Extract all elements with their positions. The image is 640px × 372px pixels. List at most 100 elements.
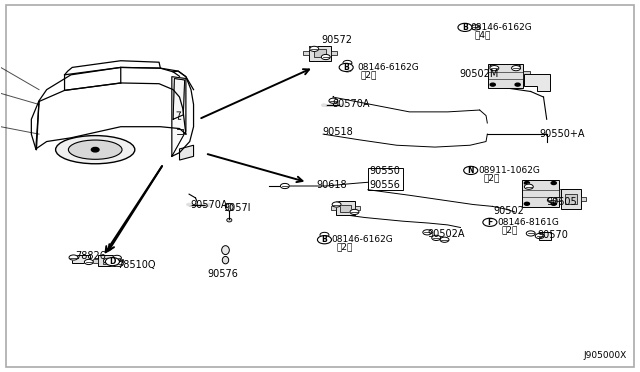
Text: 90550+A: 90550+A xyxy=(539,129,584,139)
Text: 90502A: 90502A xyxy=(428,229,465,239)
Circle shape xyxy=(490,65,495,68)
Text: 90572: 90572 xyxy=(322,35,353,45)
Circle shape xyxy=(515,83,520,86)
Text: 08146-8161G: 08146-8161G xyxy=(497,218,559,227)
Circle shape xyxy=(115,261,124,266)
Bar xyxy=(488,64,523,87)
Text: 78510Q: 78510Q xyxy=(117,260,156,270)
Text: 08911-1062G: 08911-1062G xyxy=(478,166,540,175)
Bar xyxy=(332,51,337,55)
Text: 90570: 90570 xyxy=(537,230,568,240)
Circle shape xyxy=(440,237,449,242)
Text: （2）: （2） xyxy=(483,173,500,182)
Bar xyxy=(368,168,403,190)
Text: J905000X: J905000X xyxy=(583,351,627,360)
Bar xyxy=(561,189,581,209)
Circle shape xyxy=(464,166,477,174)
Circle shape xyxy=(310,46,319,51)
Circle shape xyxy=(350,209,359,215)
Text: B: B xyxy=(462,23,468,32)
Circle shape xyxy=(524,182,529,185)
Text: （2）: （2） xyxy=(360,70,376,79)
Text: N: N xyxy=(467,166,474,175)
Text: （2）: （2） xyxy=(337,243,353,251)
Circle shape xyxy=(321,104,326,107)
Circle shape xyxy=(320,232,329,237)
Circle shape xyxy=(113,255,122,260)
Text: 9057l: 9057l xyxy=(223,203,250,213)
Text: （4）: （4） xyxy=(474,30,491,39)
Circle shape xyxy=(526,231,535,236)
Bar xyxy=(565,194,577,204)
Circle shape xyxy=(205,203,211,206)
Bar xyxy=(331,206,336,210)
Text: 90556: 90556 xyxy=(369,180,400,190)
Text: B: B xyxy=(343,63,349,72)
Circle shape xyxy=(515,65,520,68)
Text: 90502: 90502 xyxy=(493,206,525,216)
Circle shape xyxy=(535,234,544,238)
Bar xyxy=(581,197,586,201)
Text: 78826: 78826 xyxy=(75,251,106,262)
Polygon shape xyxy=(173,78,184,119)
Circle shape xyxy=(332,202,341,207)
Bar xyxy=(72,255,90,263)
Bar xyxy=(118,259,123,263)
Polygon shape xyxy=(172,77,186,156)
Text: 90550: 90550 xyxy=(369,166,400,176)
Bar xyxy=(355,206,360,210)
Text: B: B xyxy=(321,235,327,244)
Circle shape xyxy=(104,258,113,263)
Bar xyxy=(523,71,531,80)
Polygon shape xyxy=(179,145,193,160)
Text: （2）: （2） xyxy=(501,225,518,234)
Ellipse shape xyxy=(56,136,135,164)
Text: 90570A: 90570A xyxy=(190,200,228,210)
Text: 90576: 90576 xyxy=(207,269,238,279)
Text: F: F xyxy=(487,218,493,227)
Text: 08146-6162G: 08146-6162G xyxy=(332,235,393,244)
Text: 90518: 90518 xyxy=(322,127,353,137)
Bar xyxy=(336,201,355,215)
Circle shape xyxy=(485,220,494,225)
Bar xyxy=(308,45,332,61)
Circle shape xyxy=(329,98,338,103)
Bar xyxy=(314,49,326,57)
Circle shape xyxy=(490,65,499,71)
Circle shape xyxy=(339,63,353,71)
Bar xyxy=(539,232,550,240)
Text: 90570A: 90570A xyxy=(333,99,371,109)
Circle shape xyxy=(343,60,352,65)
Circle shape xyxy=(551,202,556,205)
Circle shape xyxy=(458,23,472,32)
Polygon shape xyxy=(524,74,550,90)
Bar xyxy=(556,197,561,201)
Circle shape xyxy=(423,230,432,235)
Circle shape xyxy=(551,182,556,185)
Circle shape xyxy=(69,255,78,260)
Ellipse shape xyxy=(221,246,229,254)
Circle shape xyxy=(432,235,441,240)
Text: 08146-6162G: 08146-6162G xyxy=(357,63,419,72)
Bar xyxy=(102,258,113,264)
Circle shape xyxy=(524,202,529,205)
Circle shape xyxy=(280,183,289,189)
Circle shape xyxy=(547,198,556,203)
Text: D: D xyxy=(109,257,116,266)
Circle shape xyxy=(340,104,346,107)
Ellipse shape xyxy=(68,140,122,159)
Bar xyxy=(559,189,566,198)
Bar xyxy=(93,259,99,263)
Circle shape xyxy=(92,147,99,152)
Circle shape xyxy=(186,203,191,206)
Circle shape xyxy=(343,67,352,72)
Text: 90618: 90618 xyxy=(316,180,347,190)
Ellipse shape xyxy=(227,218,232,222)
Circle shape xyxy=(483,218,497,227)
Circle shape xyxy=(106,257,120,266)
Ellipse shape xyxy=(222,256,228,264)
Bar xyxy=(99,255,118,266)
Circle shape xyxy=(317,235,332,244)
Text: 90605: 90605 xyxy=(547,197,577,207)
Text: 90502M: 90502M xyxy=(460,69,499,79)
